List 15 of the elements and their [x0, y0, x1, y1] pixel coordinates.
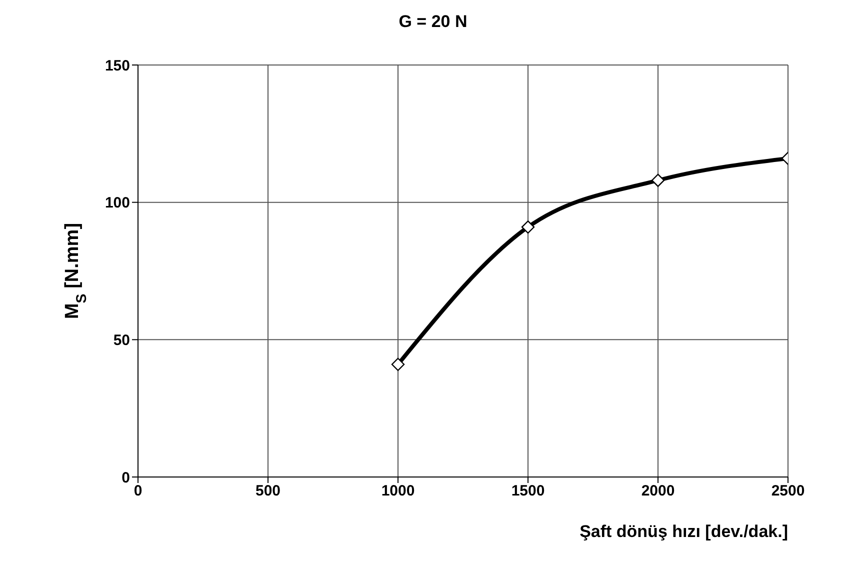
x-tick-label: 2500 [771, 482, 805, 500]
x-tick-label: 0 [134, 482, 142, 500]
point [651, 174, 665, 187]
point [391, 358, 405, 371]
x-tick-label: 1500 [511, 482, 545, 500]
y-tick-label: 100 [104, 194, 130, 212]
x-tick-label: 500 [255, 482, 281, 500]
point [521, 220, 535, 234]
x-tick-label: 1000 [381, 482, 415, 500]
y-tick-label: 50 [113, 332, 130, 349]
x-tick-label: 2000 [641, 482, 675, 500]
y-tick-label: 150 [104, 57, 130, 74]
chart-title: G = 20 N [398, 12, 468, 32]
y-tick-label: 0 [122, 469, 130, 486]
x-axis-title: Şaft dönüş hızı [dev./dak.] [580, 522, 788, 541]
